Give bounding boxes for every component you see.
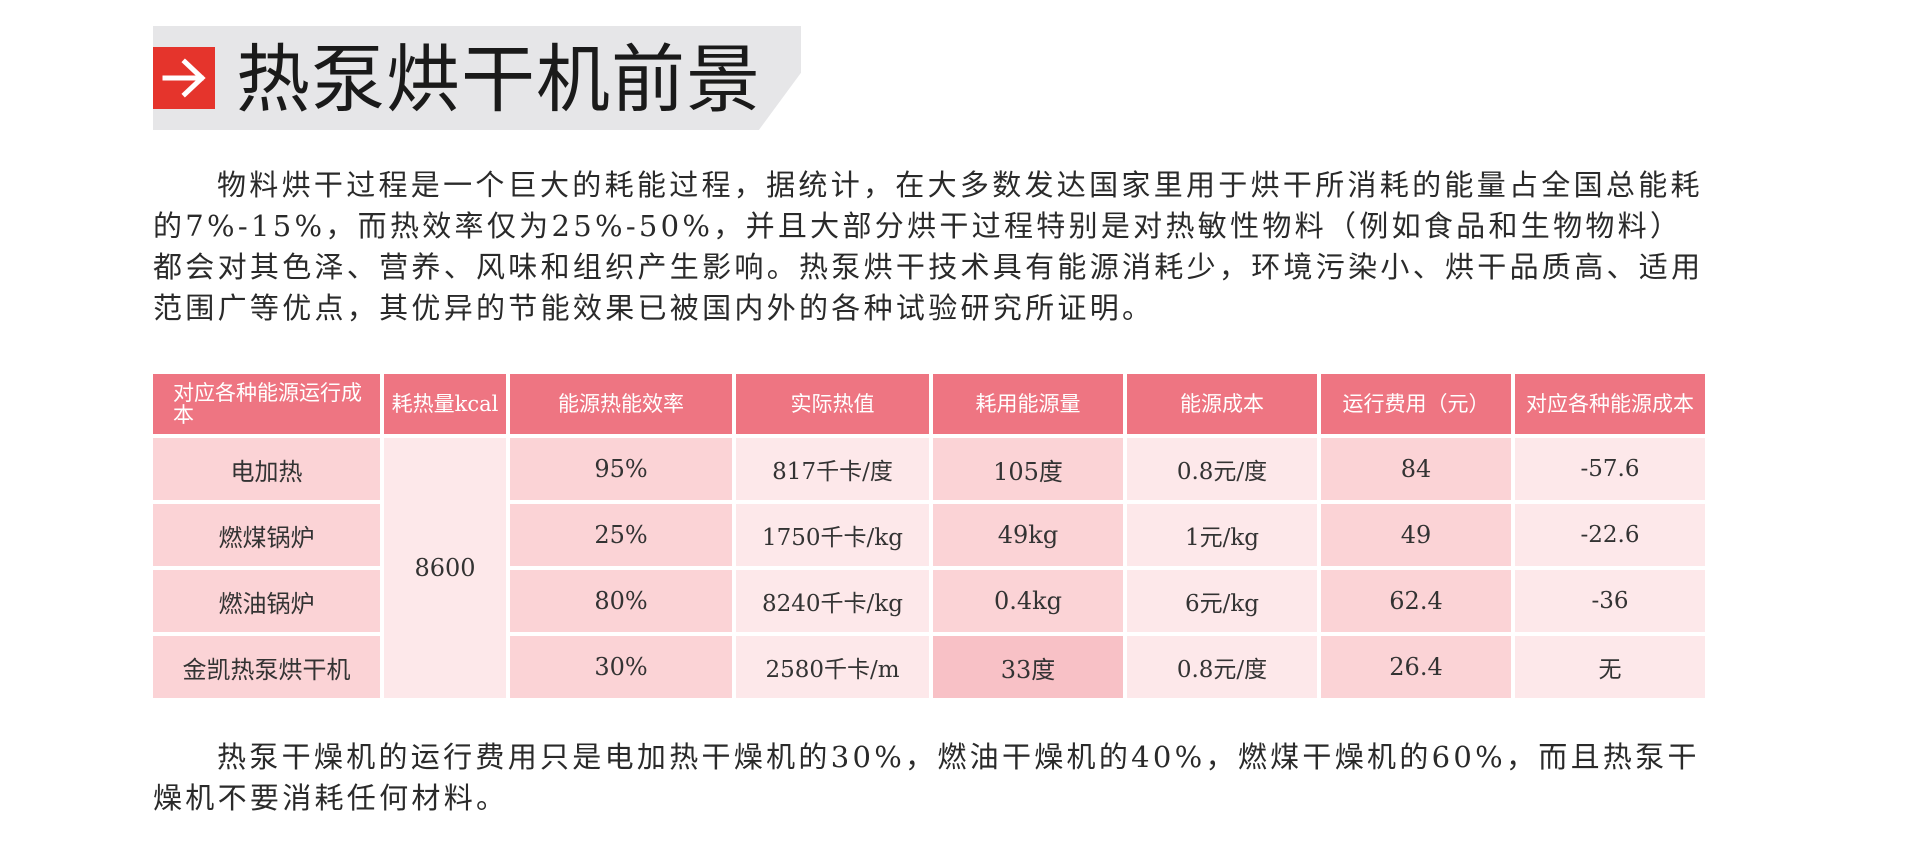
cell-energy-used: 0.4kg xyxy=(933,570,1123,632)
cell-energy-used: 49kg xyxy=(933,504,1123,566)
cell-energy-cost: 0.8元/度 xyxy=(1127,438,1317,500)
cell-running-cost: 26.4 xyxy=(1321,636,1511,698)
header-cost-type: 对应各种能源运行成本 xyxy=(153,374,380,434)
table-row: 燃煤锅炉 25% 1750千卡/kg 49kg 1元/kg 49 -22.6 xyxy=(153,504,1705,566)
cell-running-cost: 62.4 xyxy=(1321,570,1511,632)
row-name: 金凯热泵烘干机 xyxy=(153,636,380,698)
cell-heat-value: 817千卡/度 xyxy=(736,438,929,500)
cell-heat-value: 1750千卡/kg xyxy=(736,504,929,566)
cell-cost-difference: -36 xyxy=(1515,570,1705,632)
row-name: 电加热 xyxy=(153,438,380,500)
header-heat-value: 实际热值 xyxy=(736,374,929,434)
header-energy-used: 耗用能源量 xyxy=(933,374,1123,434)
cell-efficiency: 30% xyxy=(510,636,732,698)
header-cost-difference: 对应各种能源成本 xyxy=(1515,374,1705,434)
table-row: 电加热 8600 95% 817千卡/度 105度 0.8元/度 84 -57.… xyxy=(153,438,1705,698)
cell-energy-used: 33度 xyxy=(933,636,1123,698)
header-heat-consumption: 耗热量kcal xyxy=(384,374,506,434)
row-name: 燃煤锅炉 xyxy=(153,504,380,566)
cell-cost-difference: -22.6 xyxy=(1515,504,1705,566)
page-title: 热泵烘干机前景 xyxy=(236,37,761,123)
arrow-right-icon xyxy=(153,47,215,109)
intro-paragraph: 物料烘干过程是一个巨大的耗能过程，据统计，在大多数发达国家里用于烘干所消耗的能量… xyxy=(153,168,1704,325)
cell-cost-difference: 无 xyxy=(1515,636,1705,698)
table-row: 金凯热泵烘干机 30% 2580千卡/m 33度 0.8元/度 26.4 无 xyxy=(153,636,1705,698)
cell-energy-cost: 0.8元/度 xyxy=(1127,636,1317,698)
cell-efficiency: 25% xyxy=(510,504,732,566)
header-running-cost: 运行费用（元） xyxy=(1321,374,1511,434)
conclusion-paragraph: 热泵干燥机的运行费用只是电加热干燥机的30%，燃油干燥机的40%，燃煤干燥机的6… xyxy=(153,740,1700,815)
cell-heat-value: 8240千卡/kg xyxy=(736,570,929,632)
cell-energy-cost: 6元/kg xyxy=(1127,570,1317,632)
header-efficiency: 能源热能效率 xyxy=(510,374,732,434)
cell-efficiency: 95% xyxy=(510,438,732,500)
energy-cost-table: 对应各种能源运行成本 耗热量kcal 能源热能效率 实际热值 耗用能源量 能源成… xyxy=(149,370,1709,702)
cell-cost-difference: -57.6 xyxy=(1515,438,1705,500)
table-row: 燃油锅炉 80% 8240千卡/kg 0.4kg 6元/kg 62.4 -36 xyxy=(153,570,1705,632)
header-energy-cost: 能源成本 xyxy=(1127,374,1317,434)
cell-efficiency: 80% xyxy=(510,570,732,632)
cell-heat-value: 2580千卡/m xyxy=(736,636,929,698)
heat-consumption-value: 8600 xyxy=(384,438,506,698)
cell-energy-used: 105度 xyxy=(933,438,1123,500)
row-name: 燃油锅炉 xyxy=(153,570,380,632)
table-header-row: 对应各种能源运行成本 耗热量kcal 能源热能效率 实际热值 耗用能源量 能源成… xyxy=(153,374,1705,434)
title-banner xyxy=(153,26,801,130)
cell-energy-cost: 1元/kg xyxy=(1127,504,1317,566)
cell-running-cost: 49 xyxy=(1321,504,1511,566)
cell-running-cost: 84 xyxy=(1321,438,1511,500)
